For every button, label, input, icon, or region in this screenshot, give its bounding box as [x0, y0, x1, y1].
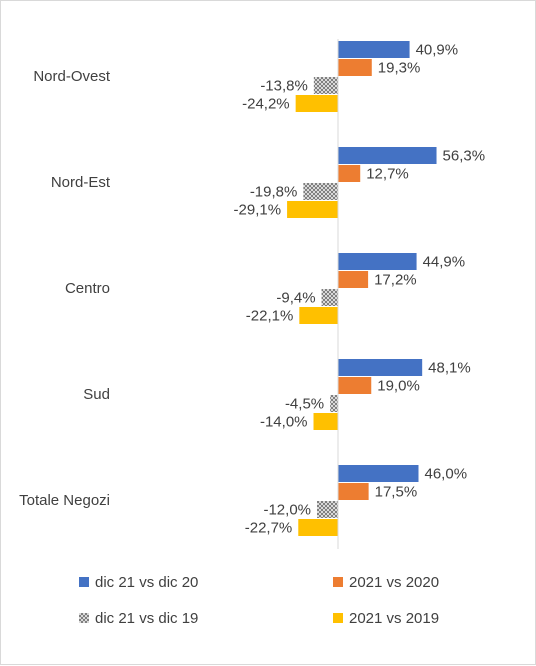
bar-2021-vs-2020-totale-negozi [338, 483, 369, 500]
data-label-dic-21-vs-dic-19-totale-negozi: -12,0% [263, 502, 311, 519]
data-label-2021-vs-2020-centro: 17,2% [374, 272, 417, 289]
data-label-2021-vs-2020-nord-ovest: 19,3% [378, 60, 421, 77]
legend-swatch-2021-vs-2020 [333, 577, 343, 587]
data-label-2021-vs-2020-totale-negozi: 17,5% [375, 484, 418, 501]
data-label-2021-vs-2019-sud: -14,0% [260, 414, 308, 431]
legend-label-dic-21-vs-dic-20: dic 21 vs dic 20 [95, 574, 198, 591]
data-label-2021-vs-2020-nord-est: 12,7% [366, 166, 409, 183]
data-label-dic-21-vs-dic-20-nord-ovest: 40,9% [416, 42, 459, 59]
data-label-2021-vs-2020-sud: 19,0% [377, 378, 420, 395]
data-label-dic-21-vs-dic-20-totale-negozi: 46,0% [425, 466, 468, 483]
bar-dic-21-vs-dic-19-sud [330, 395, 338, 412]
data-label-dic-21-vs-dic-20-sud: 48,1% [428, 360, 471, 377]
bar-dic-21-vs-dic-20-centro [338, 253, 417, 270]
data-label-dic-21-vs-dic-19-centro: -9,4% [276, 290, 315, 307]
legend-label-2021-vs-2020: 2021 vs 2020 [349, 574, 439, 591]
bar-dic-21-vs-dic-20-nord-ovest [338, 41, 410, 58]
legend-swatch-dic-21-vs-dic-20 [79, 577, 89, 587]
category-label-nord-est: Nord-Est [51, 174, 111, 191]
legend-swatch-dic-21-vs-dic-19 [79, 613, 89, 623]
legend-label-2021-vs-2019: 2021 vs 2019 [349, 610, 439, 627]
legend: dic 21 vs dic 20 2021 vs 2020 dic 21 vs di… [79, 574, 439, 627]
bar-dic-21-vs-dic-19-nord-ovest [313, 77, 338, 94]
data-label-dic-21-vs-dic-19-sud: -4,5% [285, 396, 324, 413]
data-label-dic-21-vs-dic-20-nord-est: 56,3% [443, 148, 486, 165]
bar-2021-vs-2020-nord-est [338, 165, 361, 182]
bar-2021-vs-2019-centro [299, 307, 338, 324]
data-label-dic-21-vs-dic-19-nord-ovest: -13,8% [260, 78, 308, 95]
bar-dic-21-vs-dic-20-totale-negozi [338, 465, 419, 482]
category-label-centro: Centro [65, 280, 110, 297]
data-label-dic-21-vs-dic-20-centro: 44,9% [423, 254, 466, 271]
bar-2021-vs-2020-sud [338, 377, 372, 394]
legend-swatch-2021-vs-2019 [333, 613, 343, 623]
data-label-2021-vs-2019-centro: -22,1% [246, 308, 294, 325]
bar-dic-21-vs-dic-20-nord-est [338, 147, 437, 164]
bar-2021-vs-2019-nord-ovest [295, 95, 338, 112]
bar-dic-21-vs-dic-20-sud [338, 359, 423, 376]
bar-2021-vs-2020-centro [338, 271, 369, 288]
bar-dic-21-vs-dic-19-totale-negozi [317, 501, 338, 518]
category-label-totale-negozi: Totale Negozi [19, 492, 110, 509]
category-label-sud: Sud [83, 386, 110, 403]
bar-dic-21-vs-dic-19-centro [321, 289, 338, 306]
legend-label-dic-21-vs-dic-19: dic 21 vs dic 19 [95, 610, 198, 627]
bar-2021-vs-2019-sud [313, 413, 338, 430]
bar-2021-vs-2019-nord-est [287, 201, 338, 218]
plot-area: Nord-Ovest 40,9%19,3% -13,8%-24,2% Nord-Est… [19, 39, 485, 549]
bar-dic-21-vs-dic-19-nord-est [303, 183, 338, 200]
data-label-dic-21-vs-dic-19-nord-est: -19,8% [250, 184, 298, 201]
data-label-2021-vs-2019-nord-ovest: -24,2% [242, 96, 290, 113]
category-label-nord-ovest: Nord-Ovest [33, 68, 111, 85]
bar-2021-vs-2020-nord-ovest [338, 59, 372, 76]
data-label-2021-vs-2019-totale-negozi: -22,7% [245, 520, 293, 537]
data-label-2021-vs-2019-nord-est: -29,1% [234, 202, 282, 219]
bar-2021-vs-2019-totale-negozi [298, 519, 338, 536]
